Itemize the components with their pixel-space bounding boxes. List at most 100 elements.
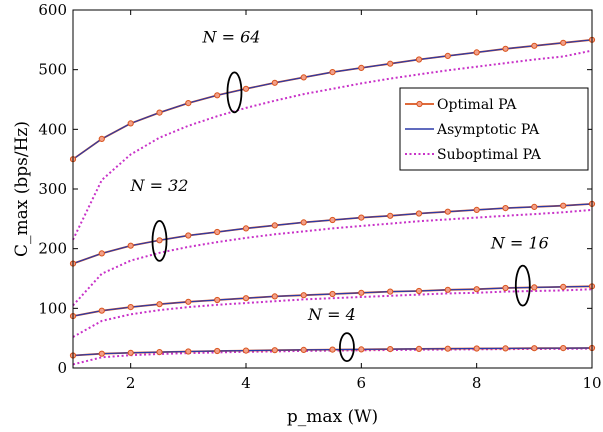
point-optimal-n4 (387, 346, 394, 353)
point-optimal-n4 (185, 348, 192, 355)
point-optimal-n16 (300, 292, 307, 299)
point-optimal-n64 (271, 79, 278, 86)
x-tick-label: 8 (472, 374, 482, 392)
point-optimal-n64 (415, 56, 423, 63)
point-optimal-n16 (156, 301, 163, 308)
point-optimal-n16 (502, 284, 509, 292)
point-optimal-n32 (329, 216, 336, 224)
legend-marker-optimal (416, 100, 423, 108)
point-optimal-n64 (300, 74, 307, 81)
point-optimal-n16 (531, 284, 538, 291)
point-optimal-n64 (358, 64, 365, 72)
point-optimal-n32 (415, 210, 423, 217)
point-optimal-n4 (358, 346, 365, 353)
point-optimal-n32 (242, 225, 250, 232)
point-optimal-n16 (271, 293, 278, 300)
x-axis-label: p_max (W) (287, 407, 378, 427)
annotation-ellipse (226, 71, 243, 114)
y-tick-label: 200 (38, 240, 67, 258)
point-optimal-n4 (242, 347, 250, 354)
annotation-ellipse (514, 264, 531, 307)
point-optimal-n64 (387, 60, 394, 67)
point-optimal-n64 (329, 69, 336, 76)
legend-label-asymptotic: Asymptotic PA (436, 122, 540, 138)
y-tick-label: 500 (38, 61, 67, 79)
point-optimal-n64 (242, 85, 250, 92)
point-optimal-n32 (358, 214, 365, 221)
point-optimal-n64 (444, 52, 451, 60)
point-optimal-n32 (98, 250, 105, 257)
point-optimal-n32 (444, 208, 451, 215)
annotation-label: N = 64 (201, 27, 260, 46)
point-optimal-n32 (531, 203, 538, 210)
series-suboptimal-n16 (72, 288, 593, 338)
y-tick-label: 0 (57, 359, 67, 377)
point-optimal-n4 (300, 346, 307, 353)
point-optimal-n4 (214, 347, 221, 355)
annotation-label: N = 32 (130, 176, 189, 195)
point-optimal-n64 (473, 49, 480, 56)
point-optimal-n64 (98, 135, 105, 142)
legend-label-suboptimal: Suboptimal PA (437, 147, 542, 163)
point-optimal-n64 (127, 120, 134, 127)
point-optimal-n64 (531, 42, 538, 49)
point-optimal-n64 (214, 92, 221, 99)
x-tick-label: 2 (126, 374, 136, 392)
point-optimal-n16 (444, 286, 451, 293)
y-tick-label: 400 (38, 120, 67, 138)
point-optimal-n32 (560, 202, 567, 209)
point-optimal-n16 (127, 304, 134, 311)
point-optimal-n4 (329, 346, 336, 353)
point-optimal-n4 (560, 345, 567, 352)
series-suboptimal-n32 (72, 208, 593, 307)
point-optimal-n32 (271, 222, 278, 229)
point-optimal-n16 (415, 287, 423, 295)
point-optimal-n32 (473, 206, 480, 213)
annotation-ellipse (151, 220, 168, 262)
point-optimal-n4 (531, 345, 538, 352)
legend-label-optimal: Optimal PA (437, 97, 517, 113)
annotation-label: N = 16 (490, 234, 549, 253)
x-tick-label: 4 (241, 374, 251, 392)
point-optimal-n16 (387, 288, 394, 295)
y-tick-label: 100 (38, 299, 67, 317)
point-optimal-n4 (415, 345, 423, 352)
point-optimal-n32 (300, 219, 307, 226)
point-optimal-n16 (185, 298, 192, 305)
point-optimal-n4 (156, 349, 163, 356)
point-optimal-n16 (98, 307, 105, 314)
point-optimal-n16 (329, 290, 336, 298)
point-optimal-n64 (185, 100, 192, 107)
point-optimal-n4 (444, 345, 451, 352)
x-tick-label: 10 (582, 374, 601, 392)
point-optimal-n64 (156, 109, 163, 116)
point-optimal-n64 (560, 39, 567, 46)
point-optimal-n4 (271, 347, 278, 354)
annotation-ellipse (339, 332, 355, 363)
point-optimal-n32 (502, 205, 509, 212)
y-tick-label: 600 (38, 1, 67, 19)
point-optimal-n4 (502, 345, 509, 352)
point-optimal-n16 (358, 289, 365, 296)
x-tick-label: 6 (357, 374, 367, 392)
point-optimal-n32 (185, 232, 192, 239)
point-optimal-n16 (560, 283, 567, 290)
point-optimal-n64 (502, 45, 509, 52)
point-optimal-n16 (214, 296, 221, 304)
point-optimal-n4 (473, 345, 480, 352)
point-optimal-n4 (127, 349, 134, 356)
point-optimal-n32 (127, 242, 134, 249)
legend: Optimal PA Asymptotic PA Suboptimal PA (399, 87, 589, 171)
point-optimal-n32 (156, 237, 163, 244)
point-optimal-n16 (473, 286, 480, 293)
y-axis-label: C_max (bps/Hz) (12, 121, 32, 257)
point-optimal-n4 (98, 350, 105, 357)
annotations: N = 64 N = 32 N = 16 N = 4 (130, 27, 549, 363)
annotation-label: N = 4 (307, 305, 356, 324)
point-optimal-n32 (387, 212, 394, 219)
point-optimal-n16 (242, 295, 250, 302)
point-optimal-n32 (214, 228, 221, 236)
y-tick-label: 300 (38, 180, 67, 198)
